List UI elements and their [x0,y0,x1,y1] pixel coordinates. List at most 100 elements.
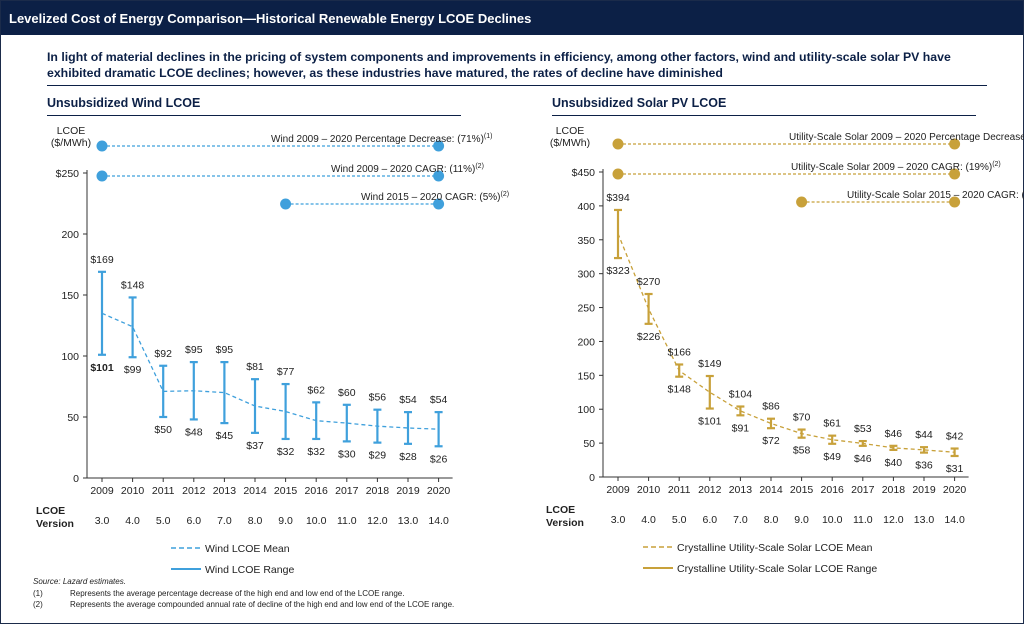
solar-x-tick-label: 2015 [790,484,814,496]
wind-high-label: $148 [121,279,145,291]
solar-version-label: 4.0 [641,514,656,526]
solar-y-tick-label: 250 [577,303,595,315]
wind-annotation-start-dot [280,198,292,210]
subtitle-divider [47,85,987,86]
wind-x-tick-label: 2009 [90,485,114,497]
solar-y-tick-label: 50 [583,438,595,450]
wind-y-tick-label: $250 [56,168,80,180]
wind-low-label: $32 [277,446,295,458]
solar-chart-title: Unsubsidized Solar PV LCOE [552,96,727,110]
wind-high-label: $95 [216,344,234,356]
wind-x-tick-label: 2015 [274,485,298,497]
wind-legend-mean-label: Wind LCOE Mean [205,543,290,555]
solar-low-label: $91 [732,422,750,434]
solar-y-tick-label: 200 [577,336,595,348]
solar-x-tick-label: 2013 [729,484,753,496]
wind-version-label: 3.0 [95,515,110,527]
wind-y-tick-label: 200 [61,229,79,241]
solar-version-label: 9.0 [794,514,809,526]
solar-x-tick-label: 2018 [882,484,906,496]
wind-y-axis-label-line1: LCOE [57,125,86,137]
solar-x-tick-label: 2009 [606,484,630,496]
solar-high-label: $270 [637,276,661,288]
wind-high-label: $54 [399,394,417,406]
wind-high-label: $60 [338,387,356,399]
solar-low-label: $36 [915,460,933,472]
solar-y-tick-label: 150 [577,370,595,382]
wind-high-label: $77 [277,366,295,378]
wind-legend-range-label: Wind LCOE Range [205,564,294,576]
solar-high-label: $44 [915,429,933,441]
solar-low-label: $226 [637,331,661,343]
source-text: Lazard estimates. [62,577,126,586]
wind-version-label: 12.0 [367,515,388,527]
solar-high-label: $394 [606,192,630,204]
wind-annotation-label: Wind 2015 – 2020 CAGR: (5%) [361,192,501,203]
solar-y-axis-label-line1: LCOE [556,125,585,137]
wind-high-label: $92 [154,348,172,360]
wind-high-label: $56 [369,392,387,404]
solar-low-label: $101 [698,416,722,428]
wind-version-label: 4.0 [125,515,140,527]
wind-version-label: 10.0 [306,515,327,527]
solar-mean-line [617,233,955,453]
solar-high-label: $166 [668,346,692,358]
page-title: Levelized Cost of Energy Comparison—Hist… [9,11,532,26]
solar-version-label: 13.0 [914,514,935,526]
solar-y-tick-label: 100 [577,404,595,416]
wind-y-axis-label-line2: ($/MWh) [51,137,91,149]
solar-x-tick-label: 2020 [943,484,967,496]
wind-low-label: $37 [246,440,264,452]
solar-annotation-end-dot [949,168,961,180]
wind-version-label: 14.0 [428,515,449,527]
solar-annotation-end-dot [949,138,961,150]
wind-low-label: $28 [399,451,417,463]
wind-x-tick-label: 2017 [335,485,359,497]
solar-low-label: $40 [885,457,903,469]
solar-version-label: 6.0 [702,514,717,526]
solar-low-label: $148 [668,384,692,396]
wind-y-tick-label: 100 [61,351,79,363]
wind-version-label: 5.0 [156,515,171,527]
solar-legend-range-label: Crystalline Utility-Scale Solar LCOE Ran… [677,563,877,575]
wind-annotation-footnote-ref: (1) [484,133,493,140]
wind-x-tick-label: 2016 [305,485,329,497]
wind-low-label: $32 [307,446,325,458]
wind-annotation-start-dot [96,170,108,182]
wind-chart-title: Unsubsidized Wind LCOE [47,96,201,110]
wind-annotation-label: Wind 2009 – 2020 Percentage Decrease: (7… [271,134,484,145]
solar-high-label: $42 [946,431,964,443]
solar-version-label: 3.0 [611,514,626,526]
solar-version-title-line1: LCOE [546,504,575,516]
solar-annotation-text: Utility-Scale Solar 2015 – 2020 CAGR: (1… [847,189,1024,201]
solar-low-label: $72 [762,435,780,447]
wind-low-label: $101 [90,362,114,374]
wind-high-label: $81 [246,361,264,373]
solar-annotation-footnote-ref: (2) [992,161,1001,168]
wind-mean-line [101,312,439,430]
solar-y-tick-label: $450 [572,167,596,179]
wind-x-tick-label: 2014 [243,485,267,497]
wind-annotation-end-dot [433,170,445,182]
solar-high-label: $70 [793,412,811,424]
solar-annotation-start-dot [796,196,808,208]
solar-annotation-start-dot [612,168,624,180]
wind-version-label: 7.0 [217,515,232,527]
wind-low-label: $50 [154,424,172,436]
source-label: Source: [33,577,61,586]
footnote-1: (1) Represents the average percentage dec… [33,589,404,598]
solar-y-tick-label: 300 [577,269,595,281]
solar-high-label: $53 [854,423,872,435]
solar-version-label: 11.0 [853,514,873,526]
wind-low-label: $30 [338,448,356,460]
wind-x-tick-label: 2020 [427,485,451,497]
wind-high-label: $95 [185,344,203,356]
solar-high-label: $149 [698,358,722,370]
wind-version-title-line1: LCOE [36,505,65,517]
solar-low-label: $323 [606,265,630,277]
solar-legend-mean-label: Crystalline Utility-Scale Solar LCOE Mea… [677,542,873,554]
solar-annotation-end-dot [949,196,961,208]
solar-version-label: 7.0 [733,514,748,526]
wind-x-tick-label: 2012 [182,485,206,497]
